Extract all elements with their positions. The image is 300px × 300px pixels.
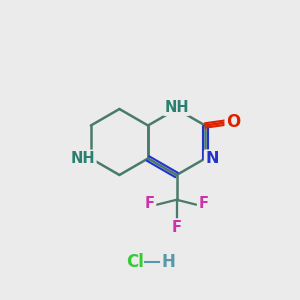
Text: F: F [172,220,182,235]
Text: F: F [198,196,208,211]
Text: O: O [226,113,240,131]
Text: NH: NH [70,151,95,166]
Text: O: O [226,113,240,131]
Text: Cl: Cl [126,253,144,271]
Text: F: F [172,220,182,235]
Text: N: N [206,151,219,166]
Text: NH: NH [164,100,189,115]
Text: N: N [206,151,219,166]
Text: NH: NH [70,151,95,166]
Text: H: H [161,253,175,271]
Text: F: F [145,196,155,211]
Text: F: F [145,196,155,211]
Text: NH: NH [164,100,189,115]
Text: F: F [198,196,208,211]
